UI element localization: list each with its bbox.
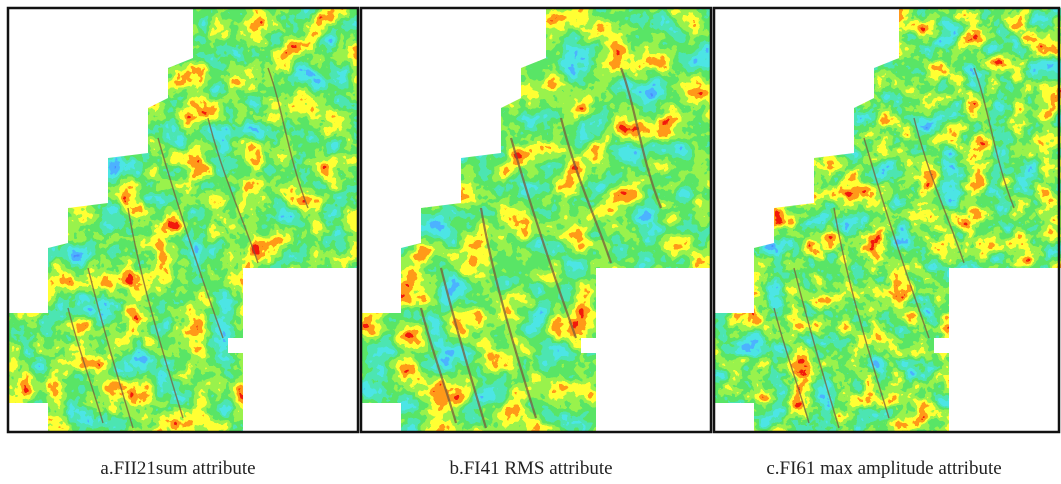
fault-line xyxy=(833,207,890,419)
fault-line xyxy=(419,307,458,424)
attribute-map-panel xyxy=(712,6,1061,434)
fault-line xyxy=(439,267,488,429)
panel-caption: c.FI61 max amplitude attribute xyxy=(766,458,1001,479)
fault-line xyxy=(619,67,663,209)
panel-caption: a.FII21sum attribute xyxy=(100,458,255,479)
panel-frame xyxy=(359,6,713,434)
fault-line xyxy=(863,137,930,339)
seismic-map xyxy=(714,8,1061,432)
fault-line xyxy=(773,307,810,424)
fault-line xyxy=(127,207,184,419)
fault-line xyxy=(973,67,1015,209)
fault-line xyxy=(793,267,840,429)
panel-frame xyxy=(712,6,1061,434)
attribute-map-panel xyxy=(359,6,713,434)
fault-line xyxy=(207,117,259,264)
panel-caption: b.FI41 RMS attribute xyxy=(449,458,612,479)
fault-line xyxy=(559,117,613,264)
fault-line xyxy=(479,207,538,419)
fault-line xyxy=(267,67,309,209)
attribute-texture xyxy=(714,8,1061,432)
fault-line xyxy=(913,117,965,264)
seismic-map xyxy=(8,8,358,432)
seismic-map xyxy=(361,8,711,432)
attribute-map-panel xyxy=(6,6,360,434)
fault-line xyxy=(157,137,224,339)
panel-frame xyxy=(6,6,360,434)
fault-line xyxy=(67,307,104,424)
fault-line xyxy=(509,137,578,339)
fault-line xyxy=(87,267,134,429)
